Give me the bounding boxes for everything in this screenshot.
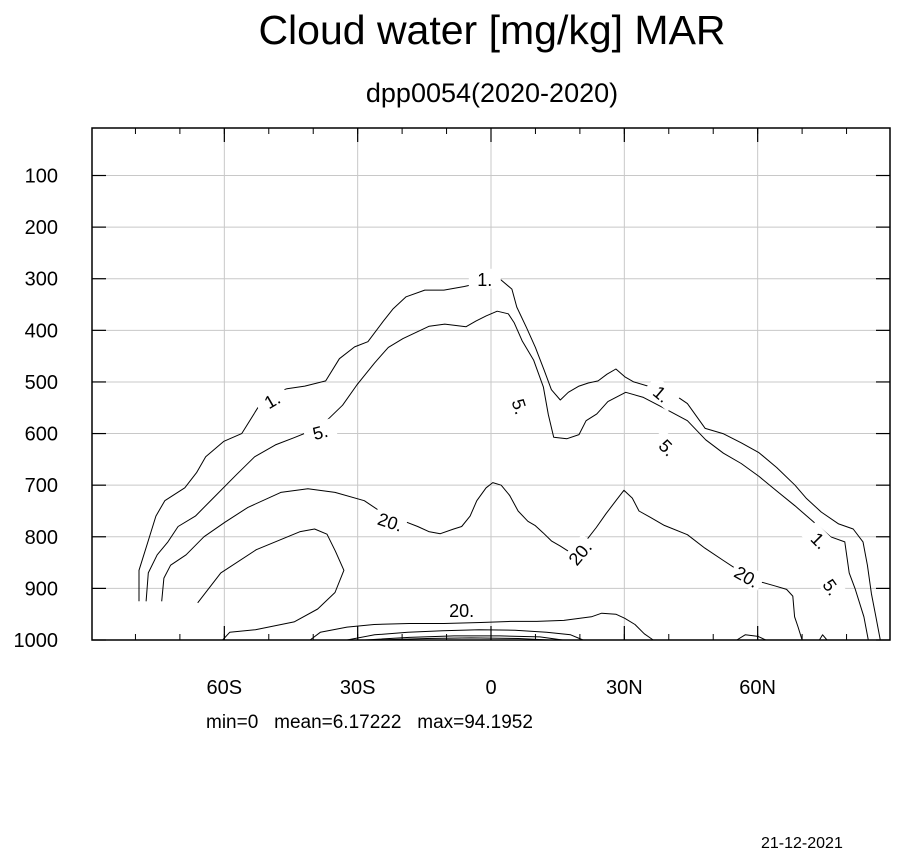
contour-label-bg [468,268,501,289]
x-tick-label: 0 [485,677,496,699]
y-tick-label: 900 [25,578,58,600]
contour-label-bg [252,383,291,417]
contour-line-20 [736,634,766,641]
contour-lines [138,279,881,641]
y-tick-label: 1000 [14,630,59,652]
contour-label-bg [643,375,681,412]
chart-subtitle: dpp0054(2020-2020) [365,78,619,108]
x-tick-label: 30N [606,677,643,699]
contour-label-bg [372,506,409,536]
contour-label-bg [445,600,478,621]
x-tick-label: 60N [739,677,776,699]
contour-line-20 [377,637,550,641]
contour-label-bg [561,533,598,572]
contour-label-bg [649,428,687,466]
contour-label-bg [505,388,535,425]
y-tick-label: 200 [25,217,58,239]
stats-summary: min=0 mean=6.17222 max=94.1952 [206,712,533,733]
y-tick-label: 700 [25,475,58,497]
contour-label: 5. [310,421,330,444]
contour-label-bg [801,521,839,559]
contour-line-5 [145,310,869,641]
axis-ticks [92,128,890,641]
grid-lines [92,128,890,640]
contour-line-1 [138,279,881,641]
y-tick-labels: 100 200 300 400 500 600 700 800 900 1000 [14,166,59,652]
date-stamp: 21-12-2021 [761,835,843,852]
contour-label: 1. [477,270,492,290]
contour-label: 5. [508,396,532,416]
contour-line-20 [197,528,345,641]
x-tick-label: 60S [207,677,243,699]
chart-title: Cloud water [mg/kg] MAR [258,7,726,53]
y-tick-label: 300 [25,269,58,291]
x-tick-label: 30S [340,677,376,699]
y-tick-label: 400 [25,320,58,342]
contour-label-bg [728,559,766,593]
contour-line-20 [161,482,803,641]
y-tick-label: 100 [25,166,58,188]
contour-label-bg [814,567,850,606]
contour-line-20 [309,612,654,641]
y-tick-label: 800 [25,527,58,549]
contour-label: 20. [449,601,474,621]
contour-labels: 1.1.5.5.20.20.1.5.20.20.1.5. [252,268,850,621]
y-tick-label: 500 [25,372,58,394]
x-tick-labels: 60S 30S 0 30N 60N [207,677,776,699]
contour-line-20 [346,629,584,641]
contour-label-bg [302,417,339,446]
y-tick-label: 600 [25,424,58,446]
contour-line-20 [818,634,828,641]
